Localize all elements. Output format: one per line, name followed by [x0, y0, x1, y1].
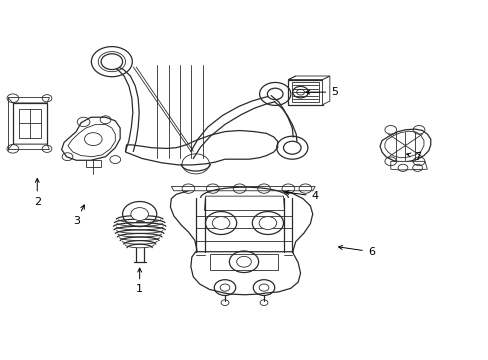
Polygon shape	[384, 131, 423, 158]
Polygon shape	[190, 252, 300, 295]
Circle shape	[101, 54, 122, 69]
Polygon shape	[8, 144, 49, 149]
Circle shape	[131, 208, 148, 221]
Text: 5: 5	[305, 87, 338, 97]
Polygon shape	[292, 82, 318, 102]
Polygon shape	[171, 186, 315, 191]
Text: 2: 2	[34, 179, 41, 207]
Text: 4: 4	[285, 190, 318, 201]
Polygon shape	[68, 125, 115, 157]
Polygon shape	[390, 161, 427, 170]
Text: 7: 7	[406, 152, 420, 162]
Polygon shape	[288, 80, 322, 105]
Polygon shape	[322, 76, 329, 105]
Text: 6: 6	[338, 246, 374, 257]
Polygon shape	[379, 129, 430, 162]
Polygon shape	[210, 253, 277, 270]
Circle shape	[259, 217, 276, 229]
Polygon shape	[204, 196, 284, 211]
Polygon shape	[125, 131, 277, 165]
Polygon shape	[288, 76, 329, 80]
Circle shape	[283, 141, 301, 154]
Polygon shape	[61, 117, 120, 160]
Text: 3: 3	[73, 205, 84, 226]
Circle shape	[212, 217, 229, 229]
Polygon shape	[170, 187, 312, 286]
Polygon shape	[8, 98, 49, 103]
Circle shape	[220, 284, 229, 291]
Circle shape	[259, 284, 268, 291]
Polygon shape	[86, 160, 101, 167]
Polygon shape	[13, 103, 47, 144]
Text: 1: 1	[136, 268, 143, 294]
Circle shape	[267, 88, 283, 100]
Circle shape	[296, 89, 304, 95]
Polygon shape	[19, 109, 41, 138]
Circle shape	[236, 256, 251, 267]
